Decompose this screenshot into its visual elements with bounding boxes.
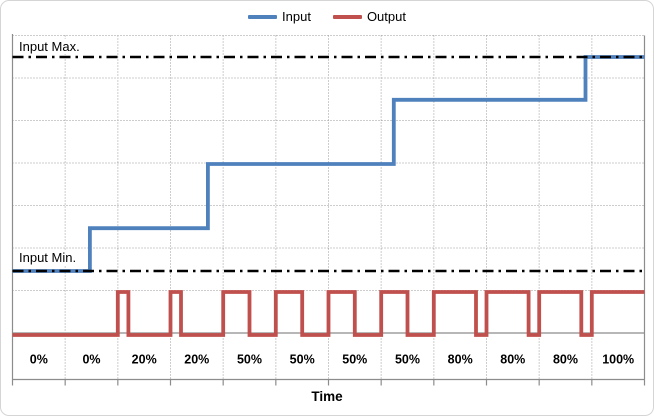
x-tick-label: 50% xyxy=(290,353,315,367)
output-series-line xyxy=(12,290,645,337)
chart-legend: Input Output xyxy=(1,9,653,25)
input-max-label: Input Max. xyxy=(17,39,82,54)
x-tick-label: 0% xyxy=(82,353,100,367)
legend-label-input: Input xyxy=(282,9,311,24)
input-series-line xyxy=(12,55,645,273)
legend-label-output: Output xyxy=(366,9,406,24)
x-tick-label: 20% xyxy=(132,353,157,367)
x-tick-label: 100% xyxy=(602,353,634,367)
x-tick-label: 50% xyxy=(342,353,367,367)
legend-item-output: Output xyxy=(332,9,406,25)
x-tick-label: 20% xyxy=(184,353,209,367)
x-axis-title: Time xyxy=(311,389,343,404)
input-series-swatch xyxy=(248,15,278,19)
x-tick-label: 80% xyxy=(553,353,578,367)
output-series-swatch xyxy=(332,15,362,19)
input-min-label: Input Min. xyxy=(17,250,79,265)
x-tick-label: 50% xyxy=(237,353,262,367)
x-tick-label: 80% xyxy=(500,353,525,367)
x-tick-label: 50% xyxy=(395,353,420,367)
legend-item-input: Input xyxy=(248,9,311,25)
x-tick-label: 0% xyxy=(30,353,48,367)
x-tick-label: 80% xyxy=(448,353,473,367)
